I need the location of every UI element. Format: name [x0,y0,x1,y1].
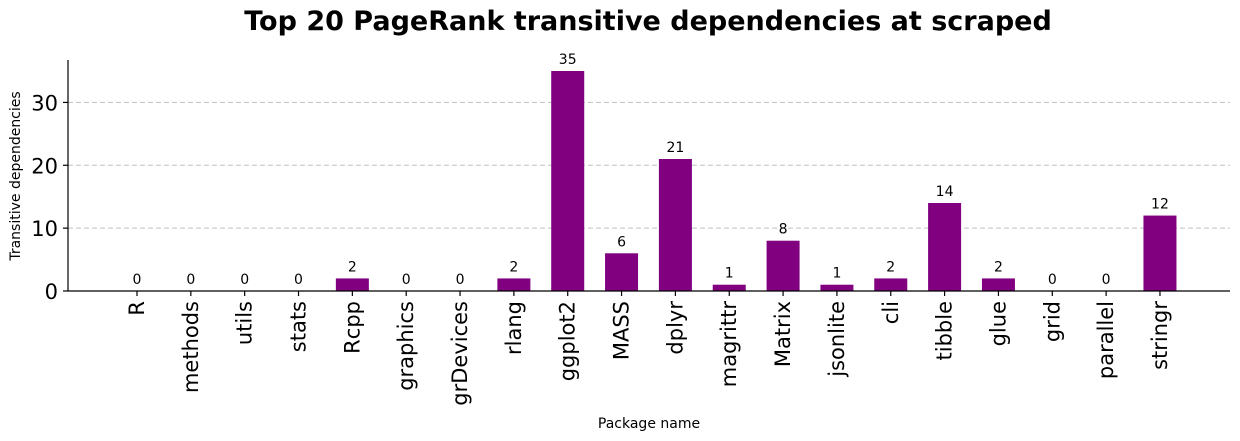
x-tick-label: stats [287,301,311,352]
data-label: 0 [133,272,142,288]
data-label: 35 [559,52,577,68]
bar [712,284,746,291]
bar [820,284,854,291]
data-label: 0 [1048,272,1057,288]
chart-title: Top 20 PageRank transitive dependencies … [244,6,1052,37]
y-tick-label: 20 [31,154,58,178]
bar [766,240,800,291]
y-axis-title: Transitive dependencies [8,91,24,261]
x-tick-label: magrittr [717,301,741,388]
data-label: 14 [936,184,954,200]
x-tick-label: methods [179,301,203,393]
data-label: 0 [240,272,249,288]
axes [67,60,1230,292]
data-label: 2 [994,259,1003,275]
data-label: 0 [186,272,195,288]
bar [605,253,639,291]
x-tick-label: grDevices [448,301,472,406]
x-tick-label: stringr [1148,301,1172,370]
x-tick-label: glue [986,301,1010,346]
data-label: 2 [509,259,518,275]
x-tick-label: utils [233,301,257,345]
bar [658,159,692,291]
data-label: 0 [294,272,303,288]
x-tick-label: MASS [610,301,634,360]
data-label: 2 [886,259,895,275]
x-axis-title: Package name [598,416,700,432]
data-label: 0 [456,272,465,288]
y-tick-label: 30 [31,91,58,115]
y-tick-label: 10 [31,217,58,241]
bar [1143,215,1177,291]
x-tick-label: tibble [933,301,957,360]
data-label: 12 [1151,197,1169,213]
bar [335,278,369,291]
data-label: 21 [666,140,684,156]
data-label: 2 [348,259,357,275]
y-tick-label: 0 [45,280,58,304]
x-tick-label: ggplot2 [556,301,580,381]
x-tick-label: grid [1040,301,1064,342]
data-label: 8 [779,222,788,238]
data-label: 6 [617,234,626,250]
x-tick-label: graphics [394,301,418,391]
x-tick-label: R [125,301,149,316]
bar [551,71,585,291]
x-tick-label: cli [879,301,903,324]
bar [874,278,908,291]
data-label: 1 [725,266,734,282]
bars [335,71,1177,291]
x-tick-label: Rcpp [340,301,364,354]
bar [497,278,531,291]
data-label: 0 [402,272,411,288]
data-label: 1 [832,266,841,282]
x-tick-label: jsonlite [825,301,849,378]
gridlines [68,101,1230,229]
data-label: 0 [1102,272,1111,288]
x-tick-label: dplyr [663,301,687,355]
bar [928,203,962,291]
x-tick-label: parallel [1094,301,1118,379]
y-ticks: 0 10 20 30 [31,91,68,304]
bar [981,278,1015,291]
x-tick-label: rlang [502,301,526,355]
x-tick-label: Matrix [771,301,795,367]
